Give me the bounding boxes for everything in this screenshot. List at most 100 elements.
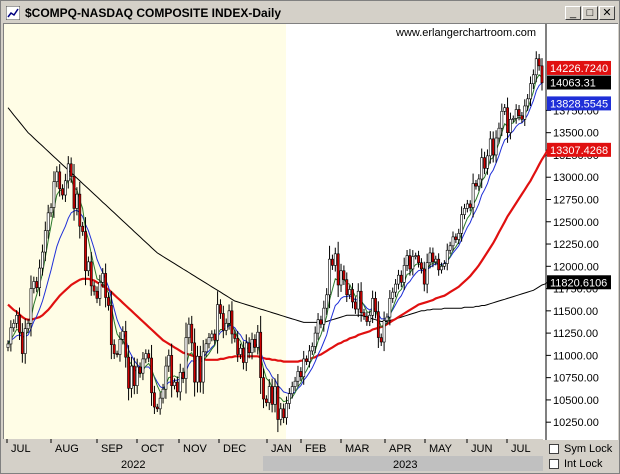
month-label: MAY: [429, 443, 453, 455]
candle-down: [276, 386, 280, 420]
candle-down: [193, 342, 197, 383]
candle-down: [132, 365, 136, 386]
candle-up: [394, 283, 397, 293]
candle-up: [428, 252, 432, 264]
candle-down: [259, 331, 263, 378]
month-label: DEC: [223, 443, 246, 455]
candle-up: [460, 214, 464, 234]
candle-up: [204, 343, 208, 353]
candle-down: [236, 338, 240, 355]
candle-down: [319, 319, 323, 325]
x-axis: JUL AUG SEP OCT NOV DEC JAN FEB MAR APR MAY JUN JUL …: [3, 439, 543, 471]
y-tick-label: 12000.00: [553, 261, 599, 273]
candle-up: [442, 263, 446, 267]
chart-area[interactable]: 10250.00 10500.00 10750.00 11000.00 11250.00…: [3, 23, 618, 440]
candle-down: [408, 255, 412, 270]
candle-up: [184, 337, 188, 379]
candle-down: [264, 398, 268, 403]
candle-up: [15, 314, 19, 324]
candle-down: [422, 268, 426, 285]
candle-up: [285, 403, 288, 419]
candle-up: [356, 290, 360, 310]
candle-up: [440, 265, 443, 271]
close-button[interactable]: ✕: [599, 6, 615, 20]
candle-up: [216, 304, 219, 341]
candle-up: [26, 323, 30, 329]
candle-up: [402, 265, 406, 283]
candle-up: [488, 138, 492, 157]
candle-up: [411, 256, 415, 270]
candle-down: [138, 366, 142, 374]
chart-background-left: [4, 24, 286, 440]
candle-down: [107, 297, 110, 306]
candle-down: [376, 311, 380, 338]
y-tick-label: 12250.00: [553, 239, 599, 251]
candle-down: [219, 304, 222, 314]
candle-down: [420, 262, 423, 270]
candle-up: [130, 365, 133, 389]
time-axis-bar: JUL AUG SEP OCT NOV DEC JAN FEB MAR APR MAY JUN JUL …: [3, 439, 617, 471]
month-label: FEB: [305, 443, 326, 455]
candle-up: [385, 316, 389, 321]
candle-down: [233, 333, 237, 339]
candle-up: [391, 291, 395, 299]
candle-up: [201, 351, 205, 383]
candle-up: [158, 397, 162, 410]
candle-down: [262, 377, 265, 400]
candle-up: [313, 332, 317, 347]
chart-background-right: [286, 24, 546, 440]
candle-up: [66, 163, 70, 182]
candle-down: [270, 386, 274, 405]
candle-up: [41, 251, 44, 269]
sym-lock-checkbox[interactable]: [549, 444, 559, 454]
candle-down: [181, 371, 185, 379]
candle-up: [167, 355, 171, 367]
y-tick-label: 11500.00: [553, 306, 598, 318]
candle-down: [115, 353, 119, 355]
candle-up: [434, 258, 438, 263]
candle-up: [101, 273, 105, 283]
candle-up: [121, 331, 125, 340]
minimize-button[interactable]: _: [565, 6, 581, 20]
candle-up: [310, 346, 314, 352]
y-tick-label: 10250.00: [553, 417, 599, 429]
price-tag-box: [547, 142, 611, 157]
sym-lock-label: Sym Lock: [564, 443, 613, 455]
price-tag-label: 13307.4268: [550, 145, 608, 157]
candle-up: [43, 230, 47, 253]
candle-up: [49, 207, 53, 214]
window-title: $COMPQ-NASDAQ COMPOSITE INDEX-Daily: [25, 6, 282, 20]
title-bar[interactable]: $COMPQ-NASDAQ COMPOSITE INDEX-Daily _ □ …: [3, 3, 617, 23]
price-tag-label: 14063.31: [550, 77, 596, 89]
candle-up: [448, 245, 452, 251]
candle-up: [46, 212, 50, 231]
ma-long-line: [7, 107, 548, 323]
candle-up: [279, 408, 283, 420]
candle-up: [207, 337, 211, 345]
candle-down: [362, 312, 366, 317]
candle-up: [86, 261, 90, 272]
candle-down: [474, 183, 478, 187]
candle-down: [468, 203, 472, 208]
candle-up: [210, 333, 214, 338]
chart-app-icon: [6, 6, 20, 20]
candle-up: [471, 183, 475, 208]
candle-up: [457, 233, 461, 240]
candle-up: [388, 298, 392, 318]
maximize-button[interactable]: □: [582, 6, 598, 20]
price-chart[interactable]: 10250.00 10500.00 10750.00 11000.00 11250.00…: [4, 24, 618, 440]
candle-down: [374, 298, 377, 313]
candle-up: [509, 119, 512, 133]
int-lock-checkbox[interactable]: [549, 459, 559, 469]
candle-down: [331, 258, 334, 266]
candle-up: [463, 208, 466, 215]
candle-down: [112, 344, 116, 354]
price-tag-label: 11820.6106: [550, 277, 607, 289]
candle-down: [454, 236, 458, 240]
y-tick-label: 11250.00: [553, 328, 598, 340]
candle-up: [141, 358, 145, 374]
month-label: JUL: [11, 443, 31, 455]
candle-down: [78, 193, 82, 227]
candle-up: [161, 388, 165, 399]
